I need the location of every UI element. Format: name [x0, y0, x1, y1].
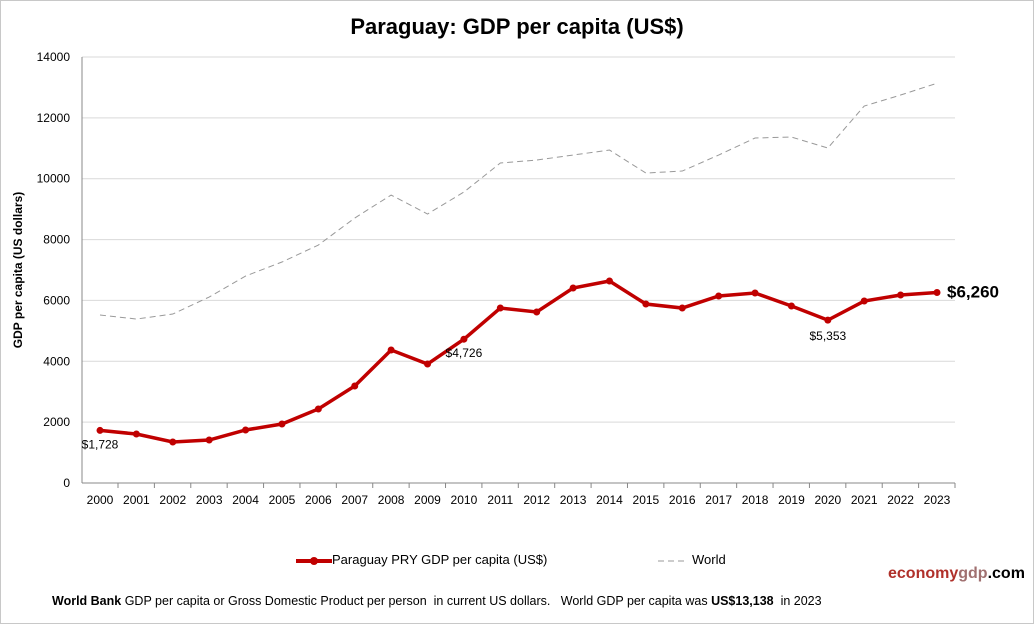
- data-point-paraguay: [132, 430, 140, 438]
- x-tick-label: 2008: [378, 493, 405, 507]
- x-tick-label: 2016: [669, 493, 696, 507]
- x-tick-label: 2004: [232, 493, 259, 507]
- legend-label-world: World: [692, 552, 726, 567]
- x-tick-label: 2018: [742, 493, 769, 507]
- x-tick-label: 2011: [487, 493, 513, 507]
- logo-part3: .com: [987, 565, 1025, 582]
- x-tick-label: 2017: [705, 493, 732, 507]
- y-tick-label: 8000: [43, 233, 70, 247]
- x-tick-label: 2012: [523, 493, 550, 507]
- data-point-paraguay: [897, 291, 905, 299]
- data-point-paraguay: [678, 304, 686, 312]
- data-point-paraguay: [169, 438, 177, 446]
- data-point-paraguay: [314, 405, 322, 413]
- y-tick-label: 14000: [37, 50, 71, 64]
- x-tick-label: 2022: [887, 493, 914, 507]
- data-point-paraguay: [496, 304, 504, 312]
- data-point-paraguay: [569, 284, 577, 292]
- y-tick-label: 6000: [43, 293, 70, 307]
- x-tick-label: 2003: [196, 493, 223, 507]
- x-tick-label: 2010: [451, 493, 478, 507]
- y-tick-label: 12000: [37, 111, 71, 125]
- x-tick-label: 2013: [560, 493, 587, 507]
- x-tick-label: 2007: [341, 493, 368, 507]
- series-line-paraguay: [99, 279, 938, 444]
- logo[interactable]: economygdp.com: [888, 565, 1025, 583]
- data-point-paraguay: [424, 360, 432, 368]
- y-tick-label: 0: [63, 476, 70, 490]
- x-tick-label: 2005: [269, 493, 296, 507]
- footer-note: World Bank GDP per capita or Gross Domes…: [52, 594, 822, 608]
- data-point-paraguay: [642, 300, 650, 308]
- data-label: $4,726: [446, 346, 483, 360]
- data-point-paraguay: [351, 382, 359, 390]
- legend-world: World: [658, 552, 726, 568]
- footer-year: in 2023: [773, 594, 822, 608]
- footer-source: World Bank: [52, 594, 122, 608]
- data-point-paraguay: [460, 335, 468, 343]
- data-point-paraguay: [751, 289, 759, 297]
- data-point-paraguay: [387, 346, 395, 354]
- y-axis-label: GDP per capita (US dollars): [11, 192, 25, 349]
- data-point-paraguay: [824, 316, 832, 324]
- data-point-paraguay: [787, 302, 795, 310]
- x-tick-label: 2023: [924, 493, 951, 507]
- x-tick-label: 2001: [123, 493, 150, 507]
- chart-title: Paraguay: GDP per capita (US$): [350, 14, 684, 39]
- x-tick-label: 2020: [814, 493, 841, 507]
- x-tick-label: 2002: [159, 493, 186, 507]
- data-point-paraguay: [278, 420, 286, 428]
- data-label: $5,353: [809, 329, 846, 343]
- x-tick-label: 2009: [414, 493, 441, 507]
- data-point-paraguay: [605, 277, 613, 285]
- legend-label-paraguay: Paraguay PRY GDP per capita (US$): [332, 552, 548, 567]
- x-tick-label: 2014: [596, 493, 623, 507]
- y-tick-label: 4000: [43, 354, 70, 368]
- logo-part1: economy: [888, 565, 959, 582]
- data-point-paraguay: [860, 297, 868, 305]
- data-point-paraguay: [96, 426, 104, 434]
- x-tick-label: 2021: [851, 493, 878, 507]
- legend-dashed-line-icon: [658, 560, 688, 562]
- series-line-world: [99, 82, 938, 320]
- x-tick-label: 2015: [633, 493, 660, 507]
- y-tick-label: 10000: [37, 172, 71, 186]
- x-tick-label: 2000: [87, 493, 114, 507]
- data-point-paraguay: [205, 436, 213, 444]
- data-label: $6,260: [947, 283, 999, 302]
- x-tick-label: 2019: [778, 493, 805, 507]
- data-label: $1,728: [82, 437, 119, 451]
- footer-world-value: US$13,138: [711, 594, 774, 608]
- data-point-paraguay: [242, 426, 250, 434]
- legend-paraguay: Paraguay PRY GDP per capita (US$): [296, 552, 547, 568]
- data-point-paraguay: [533, 308, 541, 316]
- data-point-paraguay: [933, 289, 941, 297]
- footer-text: GDP per capita or Gross Domestic Product…: [121, 594, 712, 608]
- legend-red-line-icon: [296, 556, 332, 565]
- data-point-paraguay: [715, 292, 723, 300]
- y-tick-label: 2000: [43, 415, 70, 429]
- logo-part2: gdp: [958, 565, 988, 582]
- x-tick-label: 2006: [305, 493, 332, 507]
